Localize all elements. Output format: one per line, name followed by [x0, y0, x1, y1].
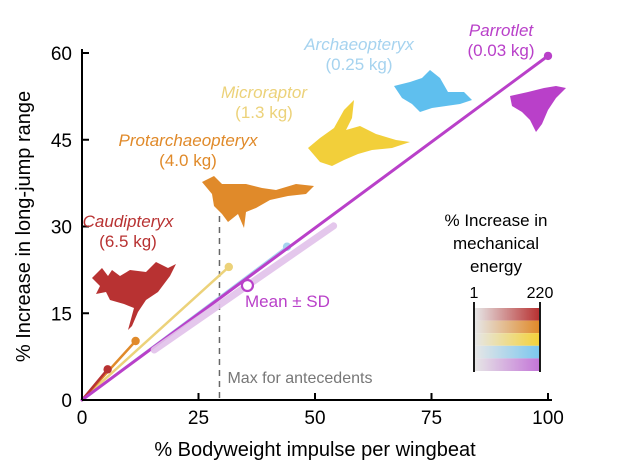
legend: % Increase in mechanical energy 1 220 [445, 211, 554, 372]
x-tick-label: 100 [532, 408, 564, 429]
x-tick-label: 25 [188, 408, 209, 429]
legend-color-bar [475, 345, 539, 359]
microraptor-silhouette [308, 100, 410, 166]
caudipteryx-line [80, 368, 109, 402]
legend-title-line-1: % Increase in [445, 211, 548, 230]
legend-color-bar [475, 333, 539, 346]
legend-title-line-3: energy [470, 257, 522, 276]
y-tick-label: 60 [51, 44, 72, 65]
y-tick-label: 0 [61, 391, 72, 412]
microraptor-endpoint [224, 262, 233, 272]
y-tick-label: 30 [51, 218, 72, 239]
y-tick-label: 15 [51, 304, 72, 325]
x-tick-label: 75 [421, 408, 442, 429]
parrotlet-mass-label: (0.03 kg) [467, 41, 534, 60]
archaeopteryx-mass-label: (0.25 kg) [325, 55, 392, 74]
archaeopteryx-silhouette [394, 70, 472, 112]
parrotlet-silhouette [510, 86, 566, 132]
caudipteryx-silhouette [92, 262, 176, 330]
archaeopteryx-name-label: Archaeopteryx [303, 35, 414, 54]
mean-sd-label: Mean ± SD [245, 292, 330, 311]
species-labels: Caudipteryx(6.5 kg) Protarchaeopteryx(4.0… [83, 21, 535, 251]
legend-color-bar [475, 358, 539, 371]
caudipteryx-mass-label: (6.5 kg) [99, 232, 157, 251]
microraptor-name-label: Microraptor [221, 83, 308, 102]
protarchaeopteryx-silhouette [202, 176, 314, 228]
legend-color-bar [475, 320, 539, 334]
axis-ticks: 0 25 50 75 100 0 15 30 45 60 [51, 44, 564, 429]
mean-marker [240, 278, 255, 293]
parrotlet-name-label: Parrotlet [469, 21, 535, 40]
x-tick-label: 50 [304, 408, 325, 429]
caudipteryx-endpoint [103, 365, 112, 374]
legend-max-label: 220 [527, 285, 554, 302]
legend-title-line-2: mechanical [453, 234, 539, 253]
protarchaeopteryx-mass-label: (4.0 kg) [159, 151, 217, 170]
caudipteryx-name-label: Caudipteryx [83, 212, 174, 231]
y-tick-label: 45 [51, 131, 72, 152]
microraptor-line [80, 265, 231, 402]
x-tick-label: 0 [77, 408, 88, 429]
protarchaeopteryx-name-label: Protarchaeopteryx [119, 131, 258, 150]
legend-min-label: 1 [470, 285, 479, 302]
x-axis-label: % Bodyweight impulse per wingbeat [154, 439, 476, 461]
legend-color-bar [475, 308, 539, 321]
protarchaeopteryx-endpoint [131, 336, 140, 346]
max-antecedents-label: Max for antecedents [227, 370, 372, 387]
parrotlet-endpoint [543, 51, 553, 61]
y-axis-label: % Increase in long-jump range [13, 91, 35, 362]
microraptor-mass-label: (1.3 kg) [235, 103, 293, 122]
